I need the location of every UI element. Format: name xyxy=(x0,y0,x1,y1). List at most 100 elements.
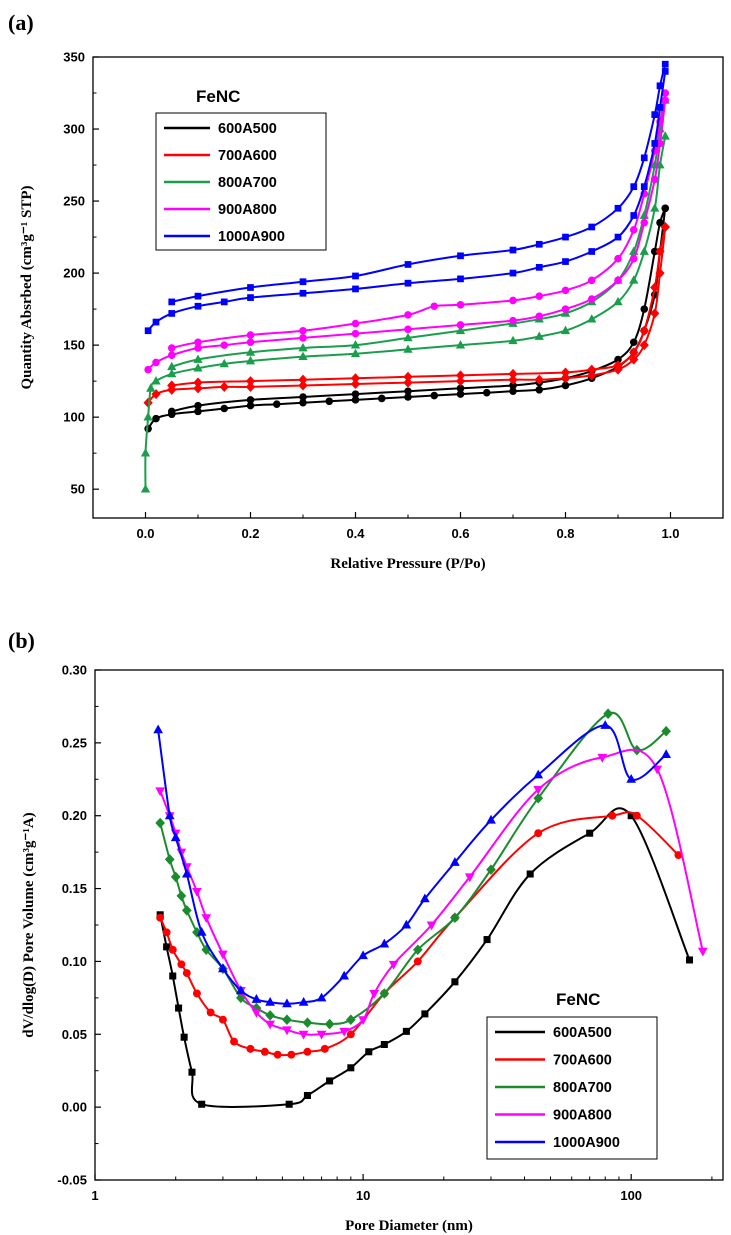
data-point-1000A900 xyxy=(298,996,309,1006)
data-point-1000A900 xyxy=(181,868,192,878)
data-point-900A800 xyxy=(509,296,517,305)
data-point-600A500 xyxy=(194,407,202,416)
data-point-600A500 xyxy=(152,414,160,423)
data-point-1000A900 xyxy=(401,919,412,929)
data-point-800A700 xyxy=(587,314,597,323)
data-point-700A600 xyxy=(655,268,665,279)
axes-ticks-a: 50 100 150 200 250 300 350 0.0 0.2 0.4 0.6 0.8 1.0 xyxy=(63,50,679,542)
data-point-1000A900 xyxy=(588,248,596,255)
data-point-600A500 xyxy=(246,396,255,404)
data-point-800A700 xyxy=(140,448,151,457)
x-tick-label: 0.0 xyxy=(136,526,154,541)
data-point-1000A900 xyxy=(352,272,359,280)
legend-a: FeNC 600A500 700A600 800A700 900A800 1000A900 xyxy=(155,87,327,251)
data-point-600A500 xyxy=(404,393,412,401)
y-tick-label: 0.10 xyxy=(62,954,87,969)
data-point-600A500 xyxy=(188,1068,196,1076)
x-tick-label: 1.0 xyxy=(661,526,679,541)
data-point-700A600 xyxy=(639,340,649,351)
data-point-1000A900 xyxy=(457,275,464,283)
data-point-900A800 xyxy=(167,344,176,352)
data-point-800A700 xyxy=(302,1017,313,1028)
data-point-900A800 xyxy=(587,295,596,303)
data-point-900A800 xyxy=(351,329,360,338)
data-point-1000A900 xyxy=(339,970,350,980)
data-point-700A600 xyxy=(260,1047,269,1056)
legend-label-1000A900: 1000A900 xyxy=(553,1135,620,1151)
data-point-800A700 xyxy=(533,792,544,804)
x-axis-label-b: Pore Diameter (nm) xyxy=(345,1218,473,1234)
data-point-900A800 xyxy=(650,175,659,184)
data-point-1000A900 xyxy=(164,810,175,820)
data-point-1000A900 xyxy=(588,223,596,231)
data-point-900A800 xyxy=(464,873,475,883)
series-900A800 xyxy=(155,748,708,1040)
x-tick-label: 0.2 xyxy=(241,526,259,541)
data-point-900A800 xyxy=(652,765,663,775)
data-point-800A700 xyxy=(350,340,361,349)
y-tick-label: 50 xyxy=(71,482,85,497)
data-point-800A700 xyxy=(486,864,496,875)
data-point-900A800 xyxy=(535,292,544,300)
data-point-600A500 xyxy=(180,1033,188,1041)
data-point-800A700 xyxy=(143,412,153,421)
data-point-700A600 xyxy=(245,376,256,387)
data-point-700A600 xyxy=(206,1008,215,1017)
data-point-700A600 xyxy=(298,380,308,391)
data-point-800A700 xyxy=(176,890,187,902)
x-tick-label: 0.4 xyxy=(346,526,365,541)
data-point-900A800 xyxy=(640,218,649,227)
y-tick-label: 100 xyxy=(63,410,85,425)
y-tick-label: 150 xyxy=(63,338,85,353)
data-point-600A500 xyxy=(650,247,659,256)
data-point-1000A900 xyxy=(661,60,669,68)
data-point-800A700 xyxy=(282,1014,292,1025)
data-point-900A800 xyxy=(697,947,708,957)
data-point-800A700 xyxy=(450,912,460,923)
data-point-1000A900 xyxy=(630,212,638,219)
data-point-1000A900 xyxy=(486,814,496,824)
data-point-900A800 xyxy=(218,950,228,960)
data-point-1000A900 xyxy=(194,302,202,310)
data-point-600A500 xyxy=(451,978,459,986)
data-point-900A800 xyxy=(629,254,638,263)
data-point-1000A900 xyxy=(626,774,637,783)
data-point-700A600 xyxy=(168,945,177,954)
series-1000A900 xyxy=(153,720,671,1008)
data-point-900A800 xyxy=(587,276,596,285)
data-point-600A500 xyxy=(483,936,491,944)
data-point-600A500 xyxy=(347,1064,355,1072)
data-point-600A500 xyxy=(640,305,649,313)
data-point-700A600 xyxy=(350,378,361,390)
data-point-1000A900 xyxy=(379,938,390,948)
data-point-700A600 xyxy=(346,1030,355,1039)
data-point-900A800 xyxy=(404,311,412,319)
data-point-1000A900 xyxy=(614,204,622,212)
data-point-600A500 xyxy=(169,972,177,980)
data-point-700A600 xyxy=(167,380,177,391)
data-point-600A500 xyxy=(430,391,439,400)
data-point-800A700 xyxy=(155,817,165,829)
y-tick-label: 0.00 xyxy=(62,1100,87,1115)
y-tick-label: -0.05 xyxy=(57,1173,87,1188)
data-point-1000A900 xyxy=(535,263,543,271)
data-point-600A500 xyxy=(198,1100,206,1108)
data-point-900A800 xyxy=(509,316,517,325)
y-tick-label: 300 xyxy=(63,122,85,137)
data-point-600A500 xyxy=(402,1027,410,1035)
y-axis-label-a: Quantity Absrbed (cm³g⁻¹ STP) xyxy=(19,185,35,389)
data-point-1000A900 xyxy=(509,246,517,254)
data-point-600A500 xyxy=(614,355,622,364)
data-point-600A500 xyxy=(175,1004,183,1012)
data-point-600A500 xyxy=(685,956,694,964)
data-point-900A800 xyxy=(597,753,608,763)
data-point-1000A900 xyxy=(420,893,430,903)
data-point-700A600 xyxy=(230,1037,238,1046)
data-point-600A500 xyxy=(561,381,570,390)
data-point-700A600 xyxy=(143,397,153,408)
legend-title: FeNC xyxy=(196,87,240,106)
data-point-900A800 xyxy=(456,301,465,309)
data-point-900A800 xyxy=(369,989,380,999)
data-point-1000A900 xyxy=(450,857,460,866)
data-point-600A500 xyxy=(656,218,664,227)
